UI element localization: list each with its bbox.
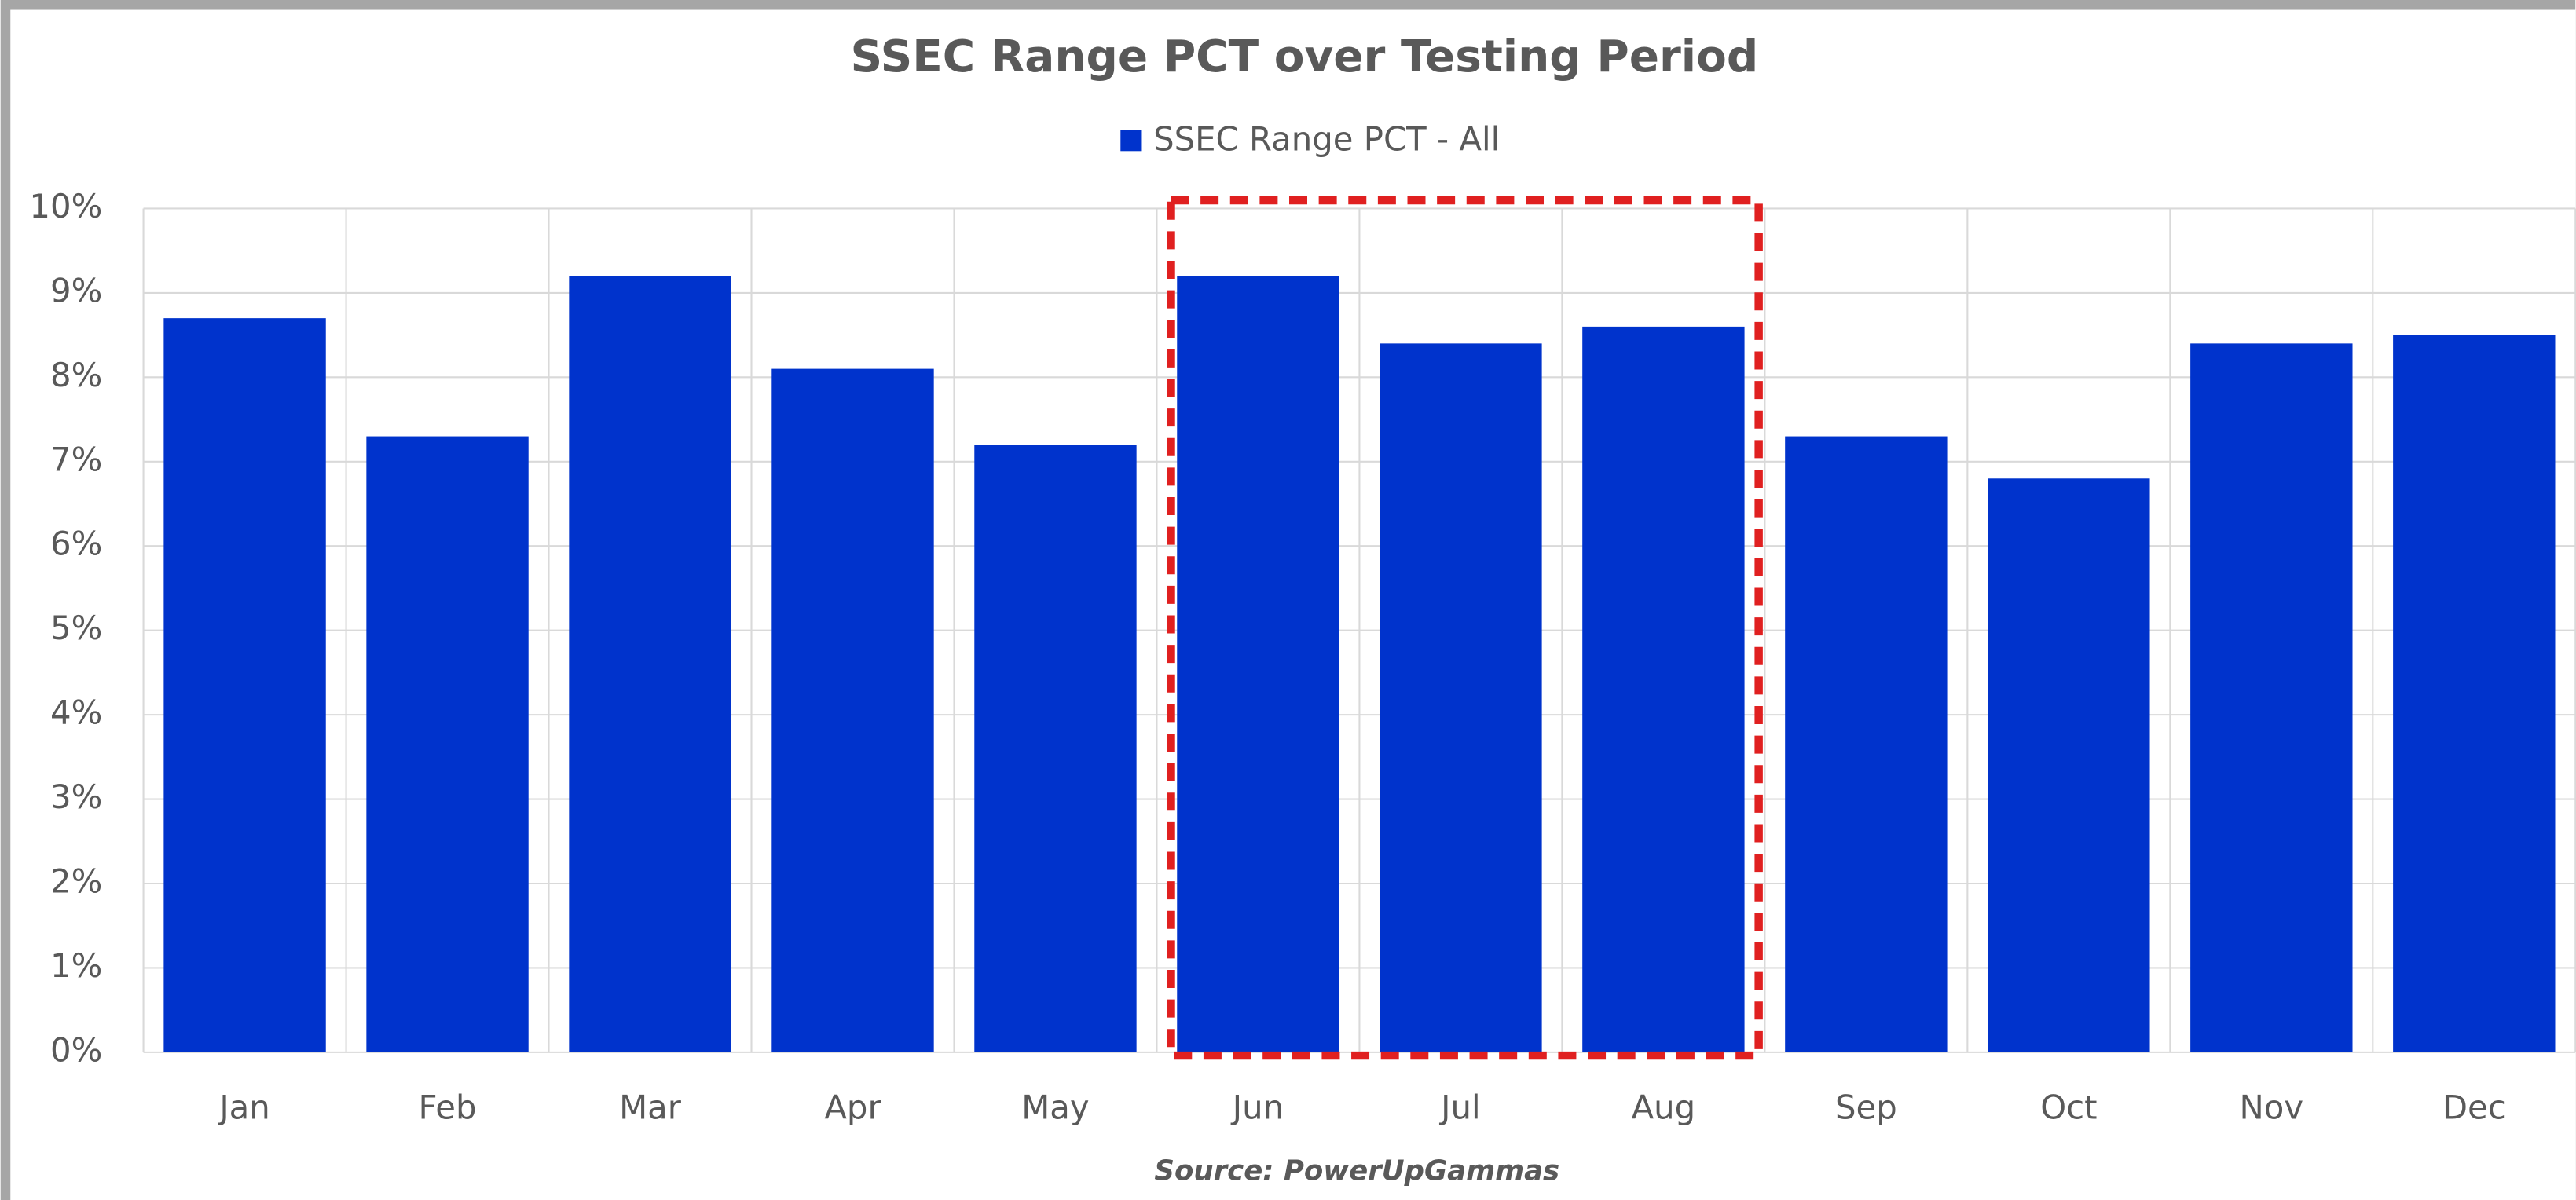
bar: [1177, 276, 1339, 1052]
x-tick-label: Jun: [1230, 1088, 1284, 1127]
y-tick-label: 10%: [29, 187, 102, 225]
x-tick-label: Oct: [2040, 1088, 2097, 1127]
y-tick-label: 4%: [50, 693, 102, 732]
legend-swatch: [1120, 130, 1142, 152]
x-tick-label: Apr: [824, 1088, 881, 1127]
y-tick-label: 6%: [50, 525, 102, 563]
x-tick-label: Nov: [2240, 1088, 2304, 1127]
bar: [771, 368, 934, 1052]
highlight-box: [1167, 196, 1763, 1060]
y-tick-label: 9%: [50, 271, 102, 309]
x-tick-label: Feb: [419, 1088, 477, 1127]
bar: [2190, 343, 2353, 1052]
y-tick-label: 5%: [50, 609, 102, 647]
x-tick-label: May: [1021, 1088, 1089, 1127]
y-tick-label: 7%: [50, 440, 102, 478]
x-tick-label: Jan: [217, 1088, 269, 1127]
bar: [1785, 436, 1948, 1052]
x-tick-label: Dec: [2442, 1088, 2506, 1127]
bar: [1582, 326, 1745, 1052]
x-tick-label: Sep: [1835, 1088, 1897, 1127]
bar: [1988, 478, 2150, 1052]
bar: [2393, 335, 2556, 1052]
bar: [1380, 343, 1542, 1052]
y-tick-label: 8%: [50, 356, 102, 394]
y-tick-label: 2%: [50, 862, 102, 900]
x-tick-label: Aug: [1632, 1088, 1696, 1127]
bar: [569, 276, 731, 1052]
source-note: Source: PowerUpGammas: [1154, 1154, 1559, 1187]
bar: [366, 436, 529, 1052]
y-tick-label: 1%: [50, 946, 102, 985]
bar: [163, 318, 326, 1052]
y-tick-label: 0%: [50, 1030, 102, 1069]
y-tick-label: 3%: [50, 777, 102, 816]
legend-label: SSEC Range PCT - All: [1153, 119, 1500, 158]
x-tick-label: Jul: [1438, 1088, 1480, 1127]
bar: [974, 445, 1137, 1052]
chart-title: SSEC Range PCT over Testing Period: [851, 31, 1759, 82]
x-tick-label: Mar: [619, 1088, 682, 1127]
